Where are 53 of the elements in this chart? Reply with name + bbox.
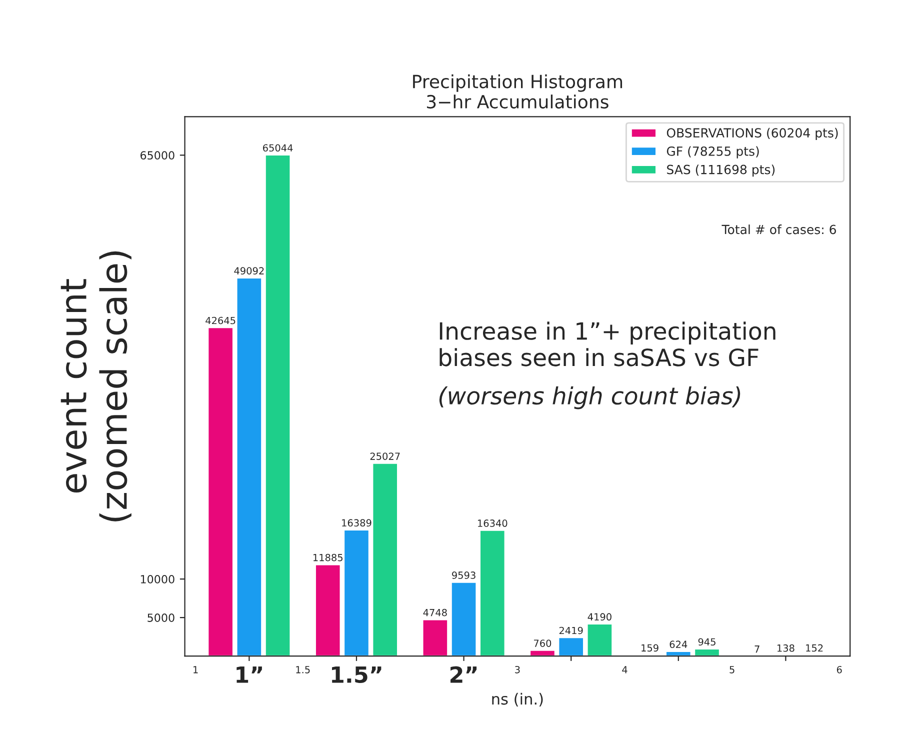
bar [479,529,506,656]
x-tick-label: 2” [450,666,477,683]
y-axis-title: event count (zoomed scale) [60,251,132,522]
text: 1.5 [296,666,310,674]
data-label: 4190 [588,613,612,621]
y-tick-label: 5000 [148,614,174,622]
bar [694,648,720,656]
data-label: 760 [534,640,552,647]
bar [665,650,692,656]
data-label: 159 [642,644,658,652]
data-label: 7 [754,646,760,653]
data-label: 2419 [559,626,583,634]
data-label: 25027 [370,452,400,460]
data-label: 16340 [478,520,508,527]
data-label: 11885 [313,554,342,562]
chart-title: Precipitation Histogram 3−hr Accumulations [413,74,622,109]
data-label: 9593 [452,572,476,579]
data-label: 152 [806,644,823,652]
data-label: 4748 [423,608,447,616]
x-tick-label: 1.5” [332,666,382,684]
data-label: 945 [698,638,716,646]
legend-label: OBSERVATIONS (60204 pts) [666,128,838,140]
data-label: 42645 [206,316,236,324]
bar [529,650,556,656]
text: 4 [622,666,628,674]
data-label: 624 [670,640,688,648]
annotation: Increase in 1”+ precipitation biases seen in saSAS vs GF [440,322,776,366]
bar [372,462,398,656]
data-label: 138 [777,644,794,652]
bar [586,623,613,656]
data-label: 65044 [263,144,293,152]
bar [450,581,478,656]
bar [236,277,262,656]
text: 5 [730,666,734,674]
bar [558,636,584,656]
data-label: 49092 [234,267,264,274]
bar [422,618,448,656]
y-tick-label: 10000 [140,575,174,584]
y-tick-label: 65000 [140,151,174,160]
bar [264,154,292,656]
bar [343,529,370,656]
data-label: 16389 [342,519,372,527]
x-tick-label: 1” [236,666,262,683]
bar [314,564,342,656]
annotation: Total # of cases: 6 [722,224,836,234]
bar [207,326,234,656]
text: 6 [836,666,842,674]
legend-label: SAS (111698 pts) [667,164,775,177]
legend-label: GF (78255 pts) [666,146,759,158]
annotation: (worsens high count bias) [439,386,740,410]
x-axis-title: ns (in.) [492,692,543,707]
text: 1 [194,666,198,674]
text: 3 [515,666,520,674]
